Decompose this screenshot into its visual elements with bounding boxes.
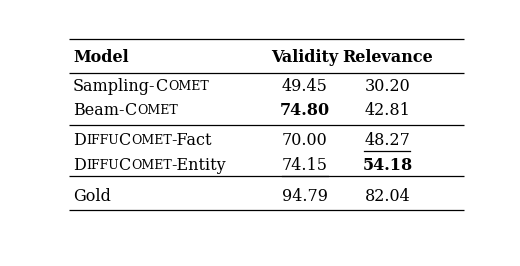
Text: IFFU: IFFU xyxy=(86,159,119,172)
Text: C: C xyxy=(125,102,137,119)
Text: 82.04: 82.04 xyxy=(365,188,410,205)
Text: Model: Model xyxy=(73,49,128,66)
Text: Validity: Validity xyxy=(271,49,339,66)
Text: OMET: OMET xyxy=(131,134,172,147)
Text: -Entity: -Entity xyxy=(172,157,226,173)
Text: 74.15: 74.15 xyxy=(282,157,328,173)
Text: Gold: Gold xyxy=(73,188,111,205)
Text: 70.00: 70.00 xyxy=(282,132,328,149)
Text: OMET: OMET xyxy=(131,159,172,172)
Text: D: D xyxy=(73,132,86,149)
Text: Relevance: Relevance xyxy=(342,49,433,66)
Text: C: C xyxy=(119,157,131,173)
Text: Beam-: Beam- xyxy=(73,102,125,119)
Text: OMET: OMET xyxy=(168,80,209,93)
Text: C: C xyxy=(155,78,168,95)
Text: 54.18: 54.18 xyxy=(362,157,412,173)
Text: 49.45: 49.45 xyxy=(282,78,328,95)
Text: C: C xyxy=(119,132,131,149)
Text: -Fact: -Fact xyxy=(172,132,212,149)
Text: 30.20: 30.20 xyxy=(365,78,410,95)
Text: OMET: OMET xyxy=(137,104,177,117)
Text: 48.27: 48.27 xyxy=(365,132,410,149)
Text: 42.81: 42.81 xyxy=(365,102,410,119)
Text: 94.79: 94.79 xyxy=(282,188,328,205)
Text: 74.80: 74.80 xyxy=(280,102,330,119)
Text: IFFU: IFFU xyxy=(86,134,119,147)
Text: Sampling-: Sampling- xyxy=(73,78,155,95)
Text: D: D xyxy=(73,157,86,173)
